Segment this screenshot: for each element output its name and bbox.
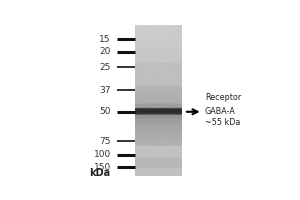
- Text: 50: 50: [99, 107, 111, 116]
- Text: Receptor: Receptor: [205, 93, 241, 102]
- Text: 150: 150: [94, 163, 111, 172]
- Text: 20: 20: [99, 47, 111, 56]
- Text: GABA-A: GABA-A: [205, 107, 236, 116]
- Text: kDa: kDa: [90, 168, 111, 178]
- Text: 25: 25: [99, 63, 111, 72]
- Text: 37: 37: [99, 86, 111, 95]
- Text: 15: 15: [99, 35, 111, 44]
- Text: 100: 100: [94, 150, 111, 159]
- Text: ~55 kDa: ~55 kDa: [205, 118, 240, 127]
- Text: 75: 75: [99, 137, 111, 146]
